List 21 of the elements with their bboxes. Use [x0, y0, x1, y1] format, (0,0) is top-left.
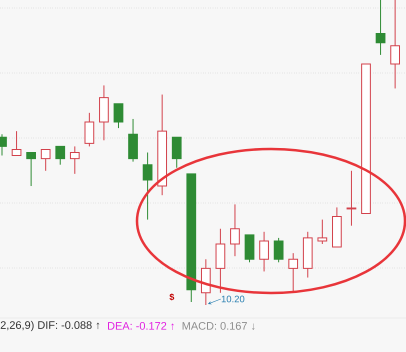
candlestick	[84, 112, 94, 147]
candlestick	[55, 146, 66, 166]
candlestick	[376, 0, 386, 56]
candlestick	[274, 237, 284, 263]
annotation: 10.20	[222, 296, 244, 302]
candlestick	[142, 152, 152, 220]
annotation: $	[169, 293, 174, 301]
text: 2,26,9) DIF: -0.088 ↑	[0, 320, 100, 332]
candlestick	[230, 204, 240, 257]
candlestick	[70, 146, 80, 174]
text: MACD: 0.167 ↓	[182, 322, 255, 330]
candlestick	[26, 152, 36, 187]
candlestick	[288, 252, 298, 294]
text: DEA: -0.172 ↑	[108, 322, 174, 330]
candlestick	[12, 130, 22, 156]
candlestick	[317, 219, 328, 244]
candlestick	[172, 136, 182, 168]
candlestick	[259, 231, 269, 272]
candlestick	[346, 170, 356, 226]
candlestick	[114, 103, 124, 129]
candlestick	[40, 148, 51, 172]
